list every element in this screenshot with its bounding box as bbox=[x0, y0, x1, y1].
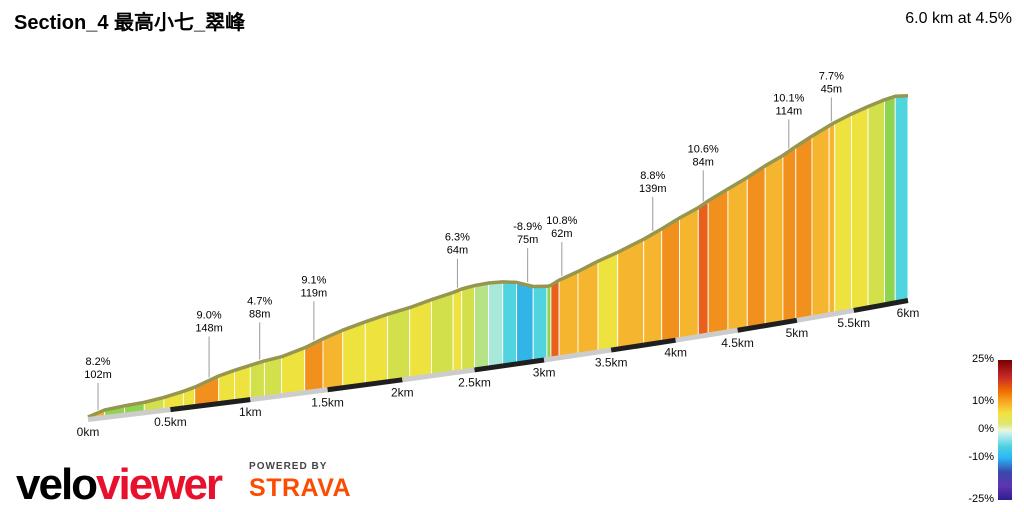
svg-text:10.6%: 10.6% bbox=[688, 143, 719, 155]
svg-text:1km: 1km bbox=[239, 405, 262, 419]
powered-by-block: POWERED BY STRAVA bbox=[249, 461, 351, 506]
veloviewer-logo-viewer: viewer bbox=[96, 460, 223, 510]
svg-text:8.8%: 8.8% bbox=[640, 170, 665, 182]
svg-text:4.7%: 4.7% bbox=[247, 295, 272, 307]
segment-summary: 6.0 km at 4.5% bbox=[905, 10, 1012, 27]
svg-text:5km: 5km bbox=[786, 326, 809, 340]
svg-text:7.7%: 7.7% bbox=[819, 70, 844, 82]
svg-text:45m: 45m bbox=[821, 83, 842, 95]
svg-text:-8.9%: -8.9% bbox=[513, 221, 542, 233]
footer: veloviewer POWERED BY STRAVA bbox=[16, 461, 351, 507]
svg-text:4km: 4km bbox=[664, 346, 687, 360]
svg-text:75m: 75m bbox=[517, 234, 538, 246]
svg-text:102m: 102m bbox=[84, 369, 112, 381]
svg-text:3.5km: 3.5km bbox=[595, 356, 628, 370]
svg-text:0km: 0km bbox=[77, 425, 100, 439]
veloviewer-logo[interactable]: veloviewer bbox=[16, 463, 223, 507]
svg-text:64m: 64m bbox=[447, 245, 468, 257]
svg-text:4.5km: 4.5km bbox=[721, 336, 754, 350]
svg-text:114m: 114m bbox=[775, 105, 802, 117]
svg-text:10.8%: 10.8% bbox=[546, 215, 577, 227]
svg-text:148m: 148m bbox=[195, 322, 223, 334]
svg-text:3km: 3km bbox=[533, 366, 556, 380]
svg-text:8.2%: 8.2% bbox=[85, 356, 110, 368]
svg-text:88m: 88m bbox=[249, 308, 270, 320]
page-title: Section_4 最高小七_翠峰 bbox=[14, 12, 246, 34]
svg-text:6.3%: 6.3% bbox=[445, 232, 470, 244]
svg-text:1.5km: 1.5km bbox=[311, 395, 344, 409]
svg-text:9.1%: 9.1% bbox=[301, 274, 326, 286]
svg-text:6km: 6km bbox=[897, 306, 920, 320]
powered-by-label: POWERED BY bbox=[249, 461, 328, 472]
svg-text:5.5km: 5.5km bbox=[837, 316, 870, 330]
svg-text:84m: 84m bbox=[693, 156, 714, 168]
svg-text:0.5km: 0.5km bbox=[154, 415, 187, 429]
veloviewer-logo-velo: velo bbox=[16, 460, 98, 510]
svg-text:119m: 119m bbox=[301, 287, 328, 299]
strava-logo[interactable]: STRAVA bbox=[249, 474, 352, 502]
svg-text:10.1%: 10.1% bbox=[773, 92, 804, 104]
svg-text:9.0%: 9.0% bbox=[197, 309, 222, 321]
svg-text:2km: 2km bbox=[391, 385, 414, 399]
svg-text:139m: 139m bbox=[639, 183, 667, 195]
svg-text:2.5km: 2.5km bbox=[458, 375, 491, 389]
svg-text:62m: 62m bbox=[551, 228, 572, 240]
